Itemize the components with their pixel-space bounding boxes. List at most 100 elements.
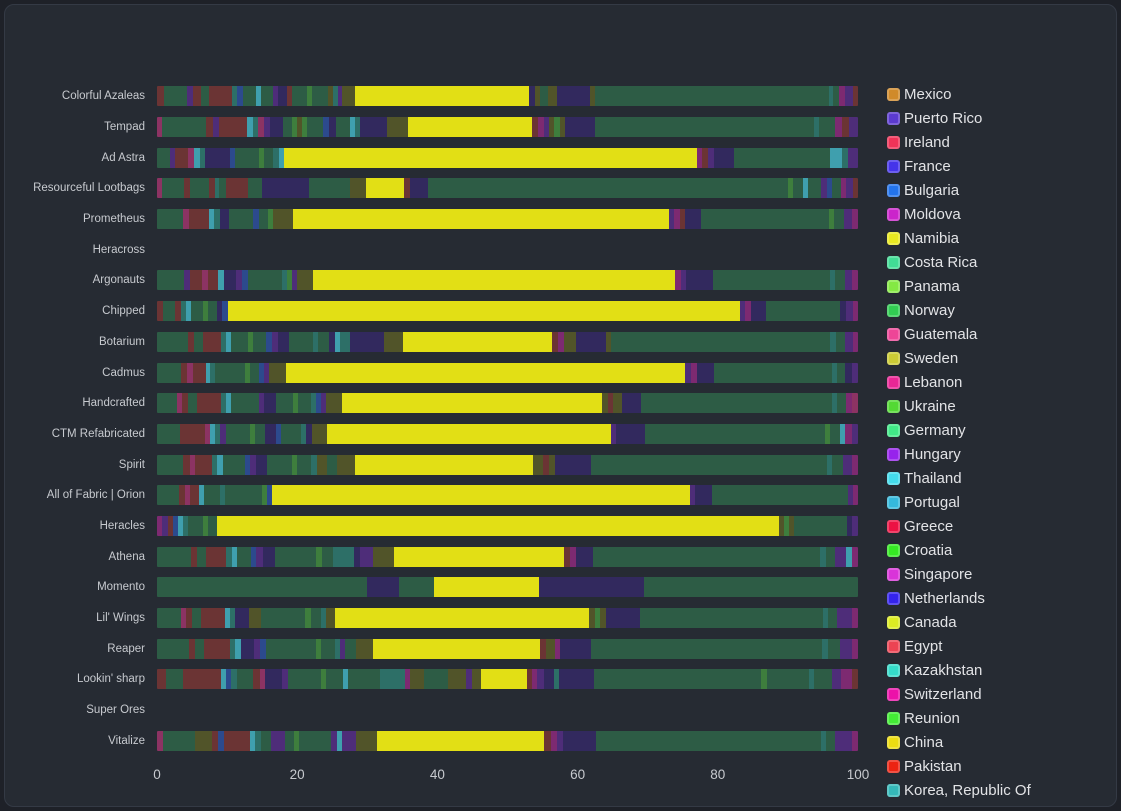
bar-segment[interactable] bbox=[481, 669, 527, 690]
bar-segment[interactable] bbox=[231, 546, 238, 567]
bar-segment[interactable] bbox=[220, 669, 227, 690]
bar-segment[interactable] bbox=[674, 209, 680, 230]
bar-segment[interactable] bbox=[227, 301, 740, 322]
bar-segment[interactable] bbox=[708, 147, 714, 168]
bar-segment[interactable] bbox=[819, 117, 836, 138]
bar-segment[interactable] bbox=[558, 331, 565, 352]
bar-segment[interactable] bbox=[334, 331, 341, 352]
bar-segment[interactable] bbox=[312, 331, 319, 352]
bar-segment[interactable] bbox=[847, 485, 854, 506]
bar-segment[interactable] bbox=[695, 485, 712, 506]
legend-item-sweden[interactable]: Sweden bbox=[887, 346, 1119, 370]
bar-segment[interactable] bbox=[539, 577, 645, 598]
bar-segment[interactable] bbox=[190, 546, 198, 567]
legend-item-norway[interactable]: Norway bbox=[887, 298, 1119, 322]
bar-segment[interactable] bbox=[794, 515, 847, 536]
legend-item-greece[interactable]: Greece bbox=[887, 514, 1119, 538]
bar-segment[interactable] bbox=[407, 117, 532, 138]
bar-segment[interactable] bbox=[260, 638, 266, 659]
bar-segment[interactable] bbox=[545, 638, 555, 659]
bar-segment[interactable] bbox=[157, 86, 164, 107]
legend-item-reunion[interactable]: Reunion bbox=[887, 706, 1119, 730]
bar-segment[interactable] bbox=[292, 209, 669, 230]
bar-segment[interactable] bbox=[259, 669, 265, 690]
bar-segment[interactable] bbox=[248, 178, 263, 199]
bar-segment[interactable] bbox=[745, 301, 751, 322]
bar-segment[interactable] bbox=[594, 669, 762, 690]
bar-segment[interactable] bbox=[219, 485, 225, 506]
bar-segment[interactable] bbox=[327, 423, 611, 444]
bar-prometheus[interactable] bbox=[157, 209, 858, 230]
bar-segment[interactable] bbox=[276, 423, 282, 444]
bar-segment[interactable] bbox=[559, 669, 595, 690]
bar-segment[interactable] bbox=[236, 669, 254, 690]
bar-segment[interactable] bbox=[680, 270, 687, 291]
bar-segment[interactable] bbox=[830, 331, 836, 352]
bar-segment[interactable] bbox=[157, 638, 189, 659]
bar-segment[interactable] bbox=[607, 393, 614, 414]
bar-segment[interactable] bbox=[852, 393, 858, 414]
bar-segment[interactable] bbox=[230, 608, 236, 629]
bar-segment[interactable] bbox=[193, 147, 200, 168]
bar-segment[interactable] bbox=[311, 423, 328, 444]
bar-segment[interactable] bbox=[834, 546, 846, 567]
bar-segment[interactable] bbox=[205, 362, 211, 383]
bar-segment[interactable] bbox=[355, 454, 534, 475]
bar-botarium[interactable] bbox=[157, 331, 858, 352]
bar-segment[interactable] bbox=[281, 270, 287, 291]
bar-segment[interactable] bbox=[466, 669, 473, 690]
bar-segment[interactable] bbox=[851, 638, 858, 659]
bar-segment[interactable] bbox=[564, 117, 596, 138]
bar-segment[interactable] bbox=[594, 86, 830, 107]
bar-segment[interactable] bbox=[229, 209, 254, 230]
legend-item-lebanon[interactable]: Lebanon bbox=[887, 370, 1119, 394]
bar-segment[interactable] bbox=[268, 362, 287, 383]
bar-segment[interactable] bbox=[341, 730, 356, 751]
bar-segment[interactable] bbox=[240, 638, 255, 659]
bar-segment[interactable] bbox=[284, 147, 697, 168]
bar-segment[interactable] bbox=[195, 730, 212, 751]
legend-item-bulgaria[interactable]: Bulgaria bbox=[887, 178, 1119, 202]
bar-segment[interactable] bbox=[248, 608, 261, 629]
bar-segment[interactable] bbox=[778, 515, 785, 536]
bar-segment[interactable] bbox=[808, 178, 821, 199]
bar-segment[interactable] bbox=[696, 362, 714, 383]
bar-segment[interactable] bbox=[544, 730, 551, 751]
bar-segment[interactable] bbox=[552, 331, 559, 352]
bar-segment[interactable] bbox=[157, 270, 184, 291]
bar-segment[interactable] bbox=[845, 270, 853, 291]
legend-item-egypt[interactable]: Egypt bbox=[887, 634, 1119, 658]
bar-segment[interactable] bbox=[360, 546, 373, 567]
bar-segment[interactable] bbox=[266, 331, 273, 352]
bar-segment[interactable] bbox=[157, 669, 167, 690]
bar-segment[interactable] bbox=[739, 301, 746, 322]
bar-segment[interactable] bbox=[250, 546, 257, 567]
bar-segment[interactable] bbox=[826, 730, 836, 751]
bar-segment[interactable] bbox=[427, 178, 789, 199]
bar-segment[interactable] bbox=[222, 301, 228, 322]
bar-segment[interactable] bbox=[554, 669, 560, 690]
bar-segment[interactable] bbox=[190, 301, 204, 322]
bar-segment[interactable] bbox=[188, 393, 197, 414]
bar-segment[interactable] bbox=[562, 730, 597, 751]
bar-segment[interactable] bbox=[311, 86, 328, 107]
bar-segment[interactable] bbox=[206, 546, 227, 567]
bar-segment[interactable] bbox=[281, 669, 288, 690]
bar-segment[interactable] bbox=[225, 423, 250, 444]
bar-segment[interactable] bbox=[685, 362, 692, 383]
bar-segment[interactable] bbox=[592, 546, 821, 567]
bar-segment[interactable] bbox=[203, 515, 209, 536]
bar-segment[interactable] bbox=[835, 117, 842, 138]
bar-segment[interactable] bbox=[832, 669, 842, 690]
bar-segment[interactable] bbox=[216, 515, 779, 536]
bar-segment[interactable] bbox=[337, 86, 343, 107]
bar-segment[interactable] bbox=[305, 608, 311, 629]
bar-segment[interactable] bbox=[345, 638, 356, 659]
bar-segment[interactable] bbox=[409, 669, 424, 690]
legend-item-thailand[interactable]: Thailand bbox=[887, 466, 1119, 490]
bar-segment[interactable] bbox=[224, 608, 231, 629]
bar-segment[interactable] bbox=[316, 546, 322, 567]
bar-segment[interactable] bbox=[181, 362, 187, 383]
bar-segment[interactable] bbox=[711, 485, 848, 506]
bar-segment[interactable] bbox=[235, 147, 260, 168]
